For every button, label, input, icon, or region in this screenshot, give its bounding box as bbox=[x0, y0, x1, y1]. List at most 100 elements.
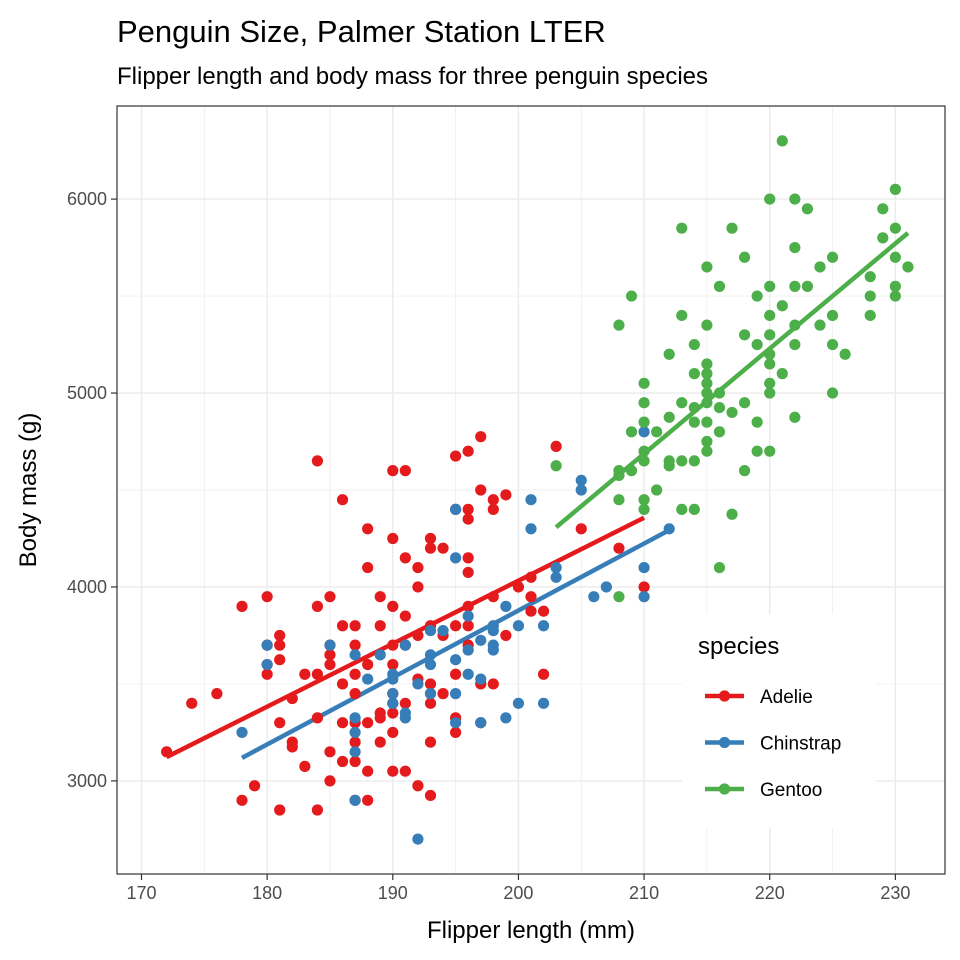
point-adelie bbox=[324, 775, 336, 787]
point-adelie bbox=[374, 620, 386, 632]
point-adelie bbox=[387, 465, 399, 477]
point-adelie bbox=[211, 688, 223, 700]
point-adelie bbox=[274, 639, 286, 651]
point-gentoo bbox=[701, 416, 713, 428]
point-chinstrap bbox=[588, 591, 600, 603]
point-adelie bbox=[286, 692, 298, 705]
point-gentoo bbox=[789, 411, 801, 423]
point-gentoo bbox=[826, 309, 839, 322]
point-gentoo bbox=[713, 387, 726, 399]
point-adelie bbox=[311, 712, 324, 724]
point-adelie bbox=[336, 494, 349, 506]
point-chinstrap bbox=[324, 639, 336, 651]
point-adelie bbox=[274, 717, 286, 729]
point-chinstrap bbox=[412, 678, 424, 690]
point-gentoo bbox=[738, 465, 751, 477]
point-gentoo bbox=[751, 338, 763, 351]
point-adelie bbox=[462, 600, 474, 612]
x-tick-label: 210 bbox=[629, 883, 659, 903]
y-tick-label: 3000 bbox=[67, 771, 107, 791]
point-adelie bbox=[638, 581, 650, 593]
point-gentoo bbox=[826, 338, 839, 351]
point-gentoo bbox=[789, 338, 801, 351]
point-adelie bbox=[450, 726, 462, 739]
point-adelie bbox=[336, 620, 349, 632]
fit-line-adelie bbox=[165, 515, 646, 760]
point-adelie bbox=[613, 542, 625, 554]
point-chinstrap bbox=[537, 697, 550, 709]
x-tick-label: 180 bbox=[252, 883, 282, 903]
point-adelie bbox=[299, 668, 311, 680]
point-adelie bbox=[349, 668, 361, 680]
point-adelie bbox=[424, 736, 437, 748]
point-adelie bbox=[299, 760, 311, 772]
point-adelie bbox=[236, 600, 248, 612]
point-adelie bbox=[324, 649, 336, 661]
x-axis-title: Flipper length (mm) bbox=[427, 917, 635, 944]
point-adelie bbox=[424, 789, 437, 802]
point-adelie bbox=[412, 629, 424, 642]
legend-key-point-gentoo bbox=[718, 783, 731, 795]
point-gentoo bbox=[889, 280, 901, 292]
point-chinstrap bbox=[450, 503, 462, 515]
point-adelie bbox=[186, 697, 198, 709]
point-gentoo bbox=[688, 338, 700, 351]
x-axis: 170 180 190 200 210 220 230 bbox=[126, 874, 910, 903]
point-chinstrap bbox=[349, 712, 361, 724]
point-adelie bbox=[311, 804, 324, 816]
chart-title: Penguin Size, Palmer Station LTER bbox=[117, 14, 606, 49]
point-gentoo bbox=[701, 319, 713, 331]
point-adelie bbox=[424, 678, 437, 690]
point-gentoo bbox=[613, 319, 625, 331]
point-gentoo bbox=[688, 368, 700, 380]
point-adelie bbox=[387, 658, 399, 671]
points-layer bbox=[161, 135, 914, 845]
point-adelie bbox=[362, 658, 374, 671]
point-adelie bbox=[311, 455, 324, 467]
point-adelie bbox=[324, 746, 336, 758]
point-chinstrap bbox=[525, 494, 537, 506]
point-chinstrap bbox=[638, 591, 650, 603]
point-gentoo bbox=[751, 416, 763, 428]
point-gentoo bbox=[764, 387, 776, 399]
point-gentoo bbox=[889, 290, 901, 302]
point-chinstrap bbox=[575, 484, 587, 496]
point-adelie bbox=[324, 591, 336, 603]
point-gentoo bbox=[701, 387, 713, 399]
point-adelie bbox=[236, 794, 248, 806]
point-gentoo bbox=[663, 455, 675, 467]
point-gentoo bbox=[776, 368, 788, 380]
point-chinstrap bbox=[575, 474, 587, 486]
point-chinstrap bbox=[537, 620, 550, 632]
point-adelie bbox=[261, 591, 273, 603]
point-adelie bbox=[374, 736, 386, 748]
point-gentoo bbox=[676, 222, 688, 234]
x-tick-label: 190 bbox=[378, 883, 408, 903]
point-adelie bbox=[450, 450, 462, 462]
point-adelie bbox=[324, 658, 336, 671]
point-gentoo bbox=[789, 193, 801, 205]
point-chinstrap bbox=[424, 625, 437, 637]
chart-subtitle: Flipper length and body mass for three p… bbox=[117, 63, 708, 90]
point-adelie bbox=[349, 639, 361, 651]
point-chinstrap bbox=[462, 668, 474, 680]
x-tick-label: 220 bbox=[755, 883, 785, 903]
point-gentoo bbox=[789, 241, 801, 254]
point-gentoo bbox=[625, 426, 638, 438]
point-gentoo bbox=[688, 455, 700, 467]
point-adelie bbox=[462, 620, 474, 632]
point-gentoo bbox=[613, 494, 625, 506]
point-gentoo bbox=[676, 455, 688, 467]
point-gentoo bbox=[701, 377, 713, 389]
point-chinstrap bbox=[261, 658, 273, 671]
legend-background bbox=[682, 614, 876, 828]
point-adelie bbox=[248, 780, 261, 792]
point-gentoo bbox=[726, 222, 738, 234]
point-chinstrap bbox=[450, 654, 462, 666]
point-chinstrap bbox=[450, 688, 462, 700]
point-gentoo bbox=[676, 397, 688, 409]
point-adelie bbox=[412, 780, 424, 792]
point-adelie bbox=[512, 581, 525, 593]
point-gentoo bbox=[550, 460, 562, 472]
point-gentoo bbox=[663, 348, 675, 360]
